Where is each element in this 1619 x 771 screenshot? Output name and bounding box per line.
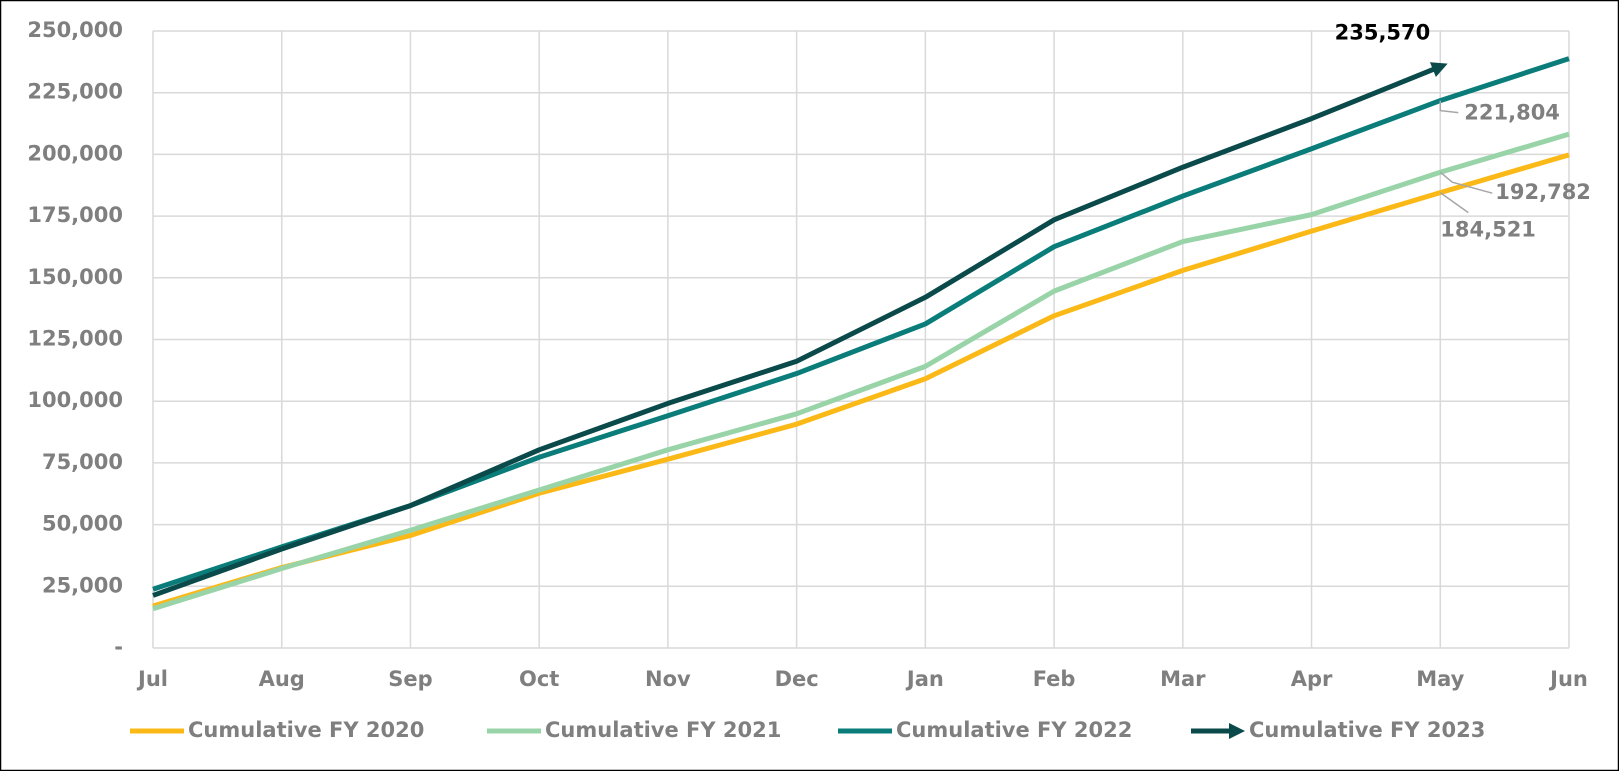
x-tick-label: Mar <box>1160 667 1206 691</box>
y-tick-label: 250,000 <box>27 18 123 42</box>
legend-item: Cumulative FY 2023 <box>1191 718 1485 742</box>
x-tick-label: Feb <box>1033 667 1076 691</box>
series-line <box>152 62 1448 598</box>
y-tick-label: 50,000 <box>42 512 123 536</box>
legend-label: Cumulative FY 2022 <box>896 718 1132 742</box>
y-tick-label: - <box>114 635 123 659</box>
leader-line <box>1439 191 1469 214</box>
y-tick-label: 175,000 <box>27 203 123 227</box>
legend-label: Cumulative FY 2020 <box>188 718 424 742</box>
legend-label: Cumulative FY 2023 <box>1249 718 1485 742</box>
y-tick-label: 125,000 <box>27 327 123 351</box>
y-tick-label: 200,000 <box>27 141 123 165</box>
series-line <box>152 131 1570 612</box>
x-tick-label: Oct <box>519 667 559 691</box>
x-tick-label: Jan <box>905 667 944 691</box>
y-tick-label: 150,000 <box>27 265 123 289</box>
y-tick-label: 225,000 <box>27 80 123 104</box>
legend-item: Cumulative FY 2022 <box>838 718 1132 742</box>
x-tick-label: Jul <box>136 667 168 691</box>
x-tick-label: Aug <box>259 667 305 691</box>
x-tick-label: Dec <box>775 667 819 691</box>
leader-line <box>1439 100 1459 114</box>
x-tick-label: May <box>1416 667 1464 691</box>
y-tick-label: 25,000 <box>42 573 123 597</box>
legend-label: Cumulative FY 2021 <box>545 718 781 742</box>
series-line <box>152 152 1570 609</box>
y-tick-label: 100,000 <box>27 388 123 412</box>
x-tick-label: Sep <box>388 667 432 691</box>
leader-line <box>1439 171 1493 194</box>
data-label: 184,521 <box>1440 218 1536 242</box>
y-tick-label: 75,000 <box>42 450 123 474</box>
data-label: 192,782 <box>1495 180 1591 204</box>
data-label: 221,804 <box>1464 101 1560 125</box>
x-tick-label: Nov <box>645 667 691 691</box>
x-tick-label: Jun <box>1548 667 1588 691</box>
legend-item: Cumulative FY 2020 <box>130 718 424 742</box>
x-tick-label: Apr <box>1291 667 1333 691</box>
legend-item: Cumulative FY 2021 <box>487 718 781 742</box>
data-label: 235,570 <box>1335 21 1431 45</box>
